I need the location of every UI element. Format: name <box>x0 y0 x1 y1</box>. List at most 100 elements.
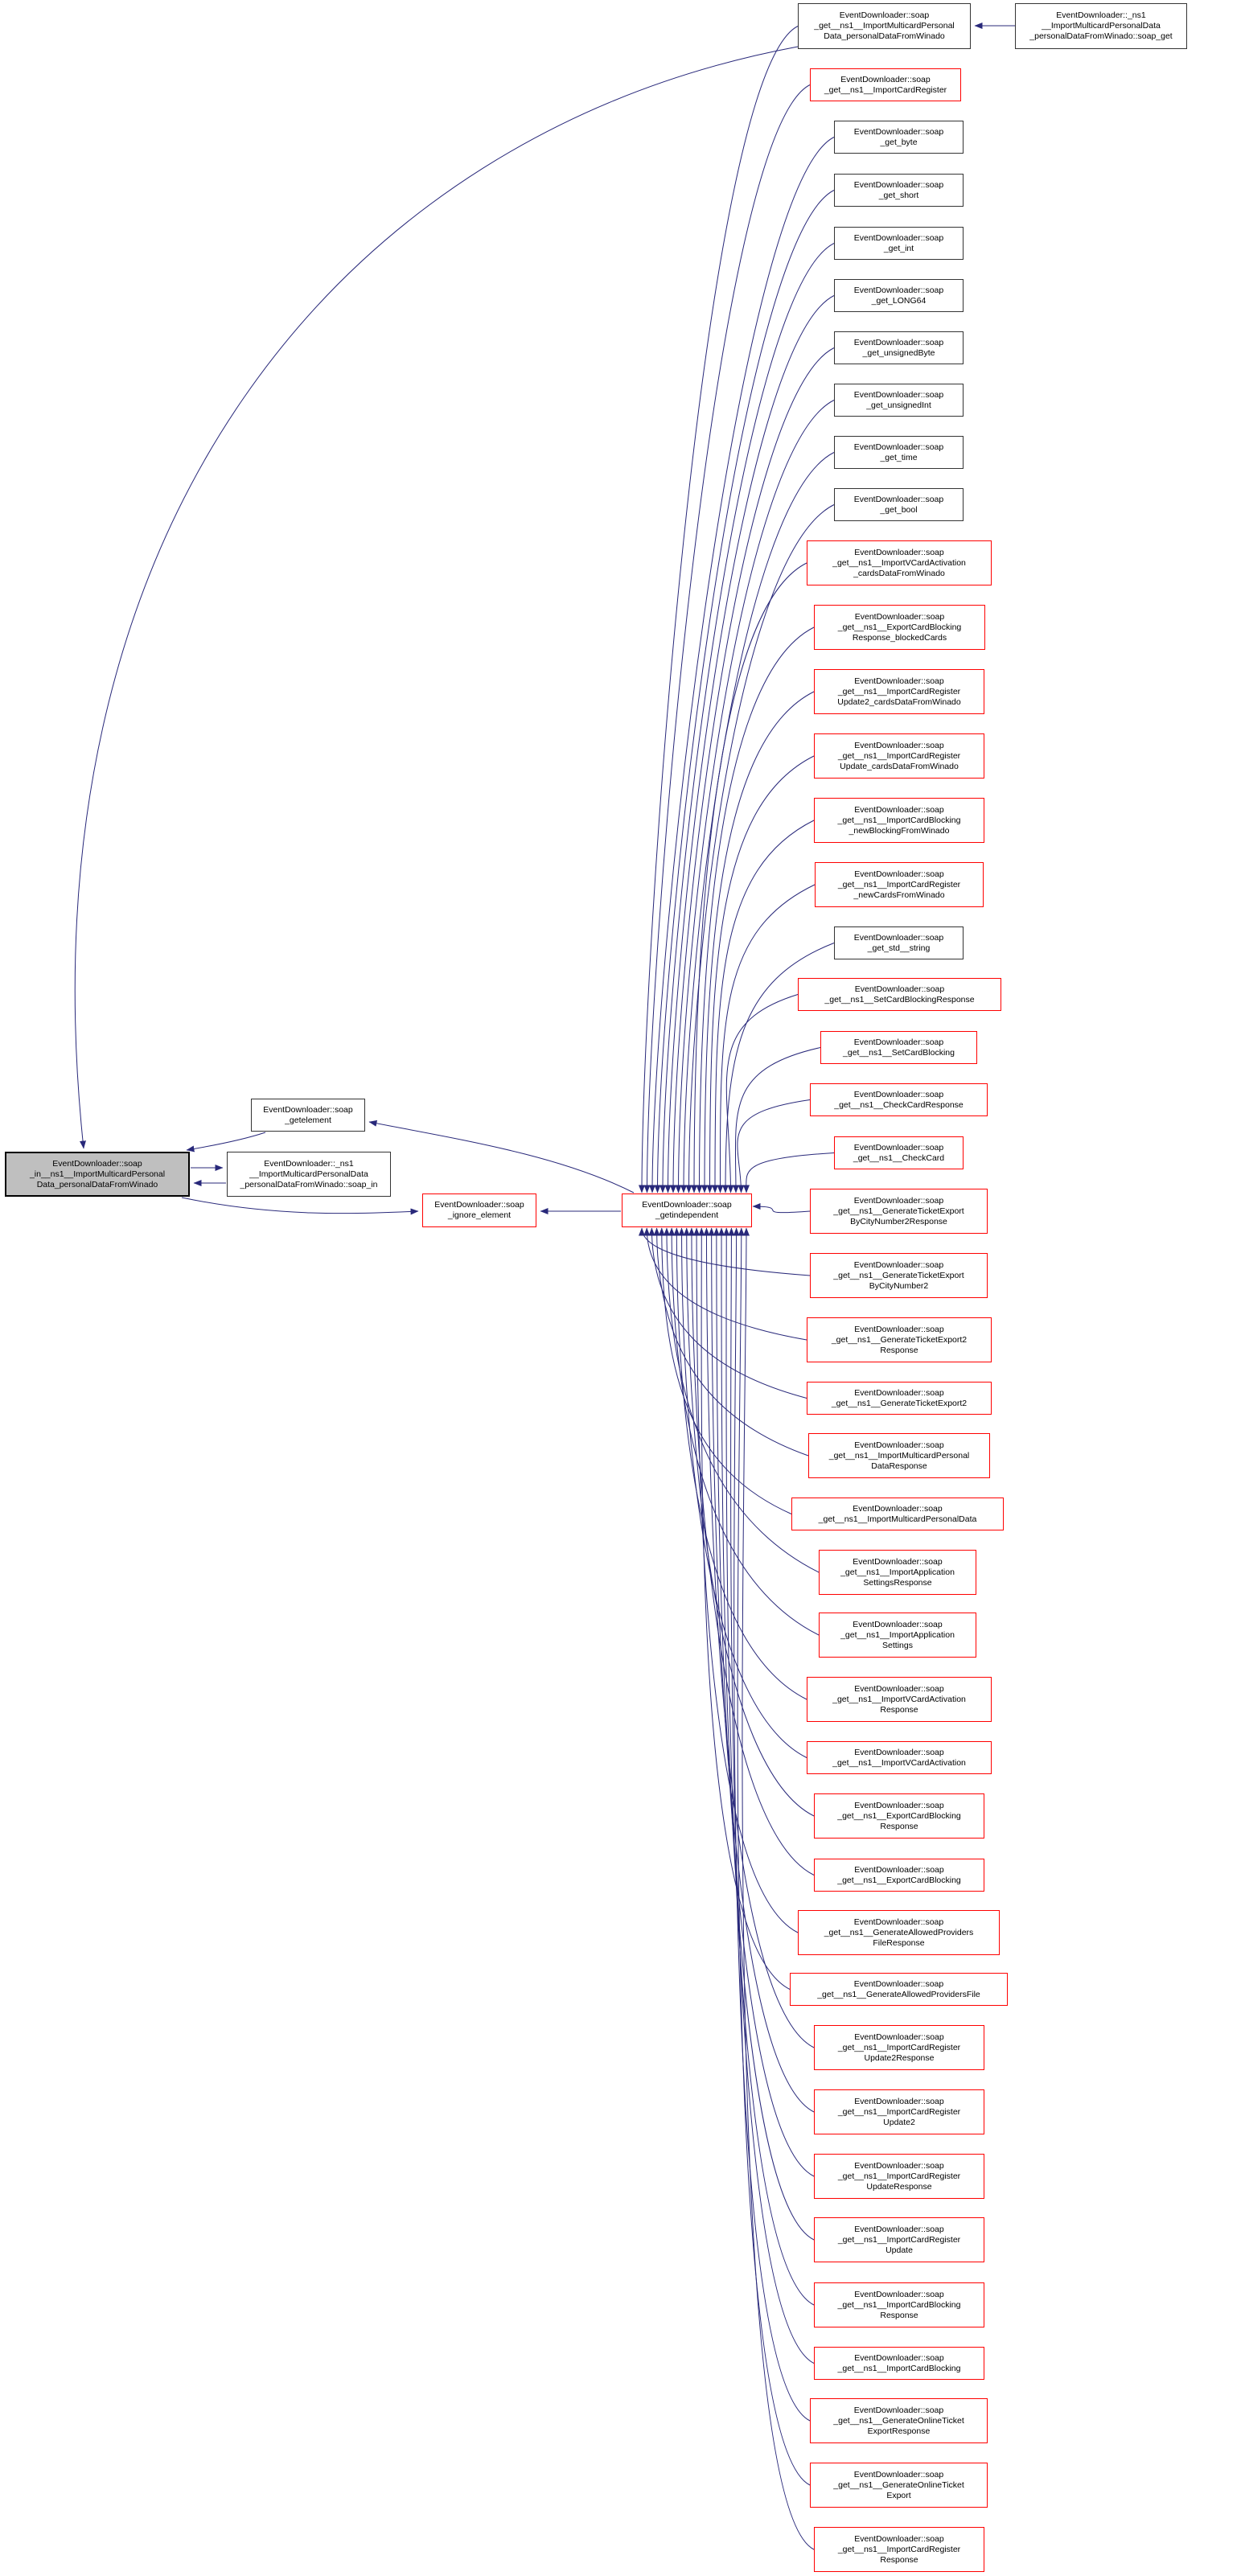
graph-node-label-line: _get__ns1__ImportCardRegister <box>824 84 947 95</box>
call-edge-n37-getindependent <box>708 1227 815 2113</box>
graph-node-n12[interactable]: EventDownloader::soap _get__ns1__ExportCa… <box>814 605 985 650</box>
call-edge-n4-getindependent <box>654 190 835 1194</box>
graph-node-n9[interactable]: EventDownloader::soap _get_time <box>834 436 964 469</box>
graph-node-n2[interactable]: EventDownloader::soap _get__ns1__ImportCa… <box>810 68 961 101</box>
graph-node-n25[interactable]: EventDownloader::soap _get__ns1__Generate… <box>807 1382 992 1415</box>
graph-node-label-line: EventDownloader::soap <box>854 984 945 994</box>
graph-node-label-line: _newBlockingFromWinado <box>848 825 950 836</box>
graph-node-label-line: _get_time <box>880 452 918 462</box>
graph-node-label-line: Update2 <box>883 2117 915 2127</box>
graph-node-label-line: _get__ns1__SetCardBlocking <box>843 1047 955 1058</box>
graph-node-label-line: EventDownloader::soap <box>854 2533 944 2544</box>
graph-node-n11[interactable]: EventDownloader::soap _get__ns1__ImportVC… <box>807 540 992 585</box>
call-edge-n21-getindependent <box>742 1152 835 1194</box>
graph-node-label-line: EventDownloader::soap <box>853 1503 943 1514</box>
graph-node-n5[interactable]: EventDownloader::soap _get_int <box>834 227 964 260</box>
graph-node-label-line: EventDownloader::soap <box>854 2096 944 2106</box>
graph-node-n33[interactable]: EventDownloader::soap _get__ns1__ExportCa… <box>814 1859 984 1892</box>
graph-node-n15[interactable]: EventDownloader::soap _get__ns1__ImportCa… <box>814 798 984 843</box>
graph-node-n24[interactable]: EventDownloader::soap _get__ns1__Generate… <box>807 1317 992 1362</box>
graph-node-n31[interactable]: EventDownloader::soap _get__ns1__ImportVC… <box>807 1741 992 1774</box>
graph-node-n26[interactable]: EventDownloader::soap _get__ns1__ImportMu… <box>808 1433 990 1478</box>
graph-node-label-line: _get__ns1__ImportCardRegister <box>837 2544 961 2554</box>
graph-node-n39[interactable]: EventDownloader::soap _get__ns1__ImportCa… <box>814 2217 984 2262</box>
graph-node-label-line: Response <box>880 1345 918 1355</box>
graph-node-label-line: _get__ns1__ImportApplication <box>840 1567 955 1577</box>
graph-node-label-line: Response <box>880 1704 918 1715</box>
graph-node-n16[interactable]: EventDownloader::soap _get__ns1__ImportCa… <box>815 862 984 907</box>
graph-node-getindependent[interactable]: EventDownloader::soap _getindependent <box>622 1194 752 1227</box>
graph-node-label-line: EventDownloader::soap <box>853 2469 944 2479</box>
graph-node-label-line: EventDownloader::soap <box>854 1387 944 1398</box>
graph-node-soap_in_method[interactable]: EventDownloader::_ns1 __ImportMulticardPe… <box>227 1152 391 1197</box>
graph-node-label-line: _get__ns1__ImportCardRegister <box>837 2234 961 2245</box>
graph-node-n10[interactable]: EventDownloader::soap _get_bool <box>834 488 964 521</box>
graph-node-label-line: _get__ns1__ExportCardBlocking <box>837 622 962 632</box>
graph-node-label-line: _get__ns1__ImportApplication <box>840 1629 955 1640</box>
call-edge-n12-getindependent <box>696 627 815 1194</box>
graph-node-label-line: _get__ns1__ExportCardBlocking <box>837 1810 961 1821</box>
call-edge-n1-getindependent <box>639 26 799 1194</box>
graph-node-n8[interactable]: EventDownloader::soap _get_unsignedInt <box>834 384 964 417</box>
graph-node-n18[interactable]: EventDownloader::soap _get__ns1__SetCardB… <box>798 978 1001 1011</box>
graph-node-n17[interactable]: EventDownloader::soap _get_std__string <box>834 926 964 959</box>
graph-node-n3[interactable]: EventDownloader::soap _get_byte <box>834 121 964 154</box>
graph-node-n43[interactable]: EventDownloader::soap _get__ns1__Generate… <box>810 2463 988 2508</box>
graph-node-label-line: SettingsResponse <box>863 1577 932 1588</box>
call-edge-n29-getindependent <box>668 1227 820 1636</box>
graph-node-label-line: _get__ns1__ImportCardBlocking <box>837 815 961 825</box>
graph-node-n4[interactable]: EventDownloader::soap _get_short <box>834 174 964 207</box>
graph-node-n38[interactable]: EventDownloader::soap _get__ns1__ImportCa… <box>814 2154 984 2199</box>
graph-node-n28[interactable]: EventDownloader::soap _get__ns1__ImportAp… <box>819 1550 976 1595</box>
graph-node-getelement[interactable]: EventDownloader::soap _getelement <box>251 1099 365 1132</box>
graph-node-n20[interactable]: EventDownloader::soap _get__ns1__CheckCar… <box>810 1083 988 1116</box>
graph-node-n34[interactable]: EventDownloader::soap _get__ns1__Generate… <box>798 1910 1000 1955</box>
graph-node-label-line: EventDownloader::soap <box>854 1747 944 1757</box>
call-edge-n13-getindependent <box>701 691 815 1194</box>
graph-node-label-line: Update2Response <box>864 2052 935 2063</box>
graph-node-n41[interactable]: EventDownloader::soap _get__ns1__ImportCa… <box>814 2347 984 2380</box>
call-edge-n35-getindependent <box>698 1227 791 1990</box>
graph-node-label-line: EventDownloader::soap <box>853 1619 943 1629</box>
graph-node-ignore_element[interactable]: EventDownloader::soap _ignore_element <box>422 1194 536 1227</box>
call-edge-n10-getindependent <box>685 504 835 1194</box>
graph-node-label-line: ExportResponse <box>867 2426 931 2436</box>
graph-node-n19[interactable]: EventDownloader::soap _get__ns1__SetCardB… <box>820 1031 977 1064</box>
graph-node-n21[interactable]: EventDownloader::soap _get__ns1__CheckCar… <box>834 1136 964 1169</box>
graph-node-label-line: _get_LONG64 <box>871 295 927 306</box>
graph-node-n37[interactable]: EventDownloader::soap _get__ns1__ImportCa… <box>814 2089 984 2134</box>
graph-node-n40[interactable]: EventDownloader::soap _get__ns1__ImportCa… <box>814 2282 984 2327</box>
graph-node-n23[interactable]: EventDownloader::soap _get__ns1__Generate… <box>810 1253 988 1298</box>
graph-node-label-line: Response <box>880 2554 918 2565</box>
graph-node-n42[interactable]: EventDownloader::soap _get__ns1__Generate… <box>810 2398 988 2443</box>
graph-node-n6[interactable]: EventDownloader::soap _get_LONG64 <box>834 279 964 312</box>
graph-node-label-line: __ImportMulticardPersonalData <box>1042 21 1161 31</box>
graph-node-label-line: EventDownloader::soap <box>853 1556 943 1567</box>
graph-node-label-line: EventDownloader::soap <box>434 1200 524 1210</box>
graph-node-n14[interactable]: EventDownloader::soap _get__ns1__ImportCa… <box>814 733 984 779</box>
call-edge-n18-getindependent <box>725 994 799 1194</box>
graph-node-n44[interactable]: EventDownloader::soap _get__ns1__ImportCa… <box>814 2527 984 2572</box>
graph-node-label-line: _get__ns1__GenerateOnlineTicket <box>833 2479 964 2490</box>
graph-node-label-line: DataResponse <box>871 1461 927 1471</box>
graph-node-n32[interactable]: EventDownloader::soap _get__ns1__ExportCa… <box>814 1793 984 1839</box>
graph-node-n29[interactable]: EventDownloader::soap _get__ns1__ImportAp… <box>819 1613 976 1658</box>
graph-node-label-line: _get__ns1__ExportCardBlocking <box>837 1875 961 1885</box>
graph-node-n36[interactable]: EventDownloader::soap _get__ns1__ImportCa… <box>814 2025 984 2070</box>
graph-node-label-line: EventDownloader::soap <box>642 1200 732 1210</box>
graph-node-n13[interactable]: EventDownloader::soap _get__ns1__ImportCa… <box>814 669 984 714</box>
graph-node-label-line: _get__ns1__ImportVCardActivation <box>832 1757 966 1768</box>
graph-node-label-line: _get__ns1__ImportCardRegister <box>837 2171 961 2181</box>
graph-node-n30[interactable]: EventDownloader::soap _get__ns1__ImportVC… <box>807 1677 992 1722</box>
graph-node-n22[interactable]: EventDownloader::soap _get__ns1__Generate… <box>810 1189 988 1234</box>
graph-node-n7[interactable]: EventDownloader::soap _get_unsignedByte <box>834 331 964 364</box>
graph-node-label-line: EventDownloader::soap <box>854 1864 944 1875</box>
graph-node-n27[interactable]: EventDownloader::soap _get__ns1__ImportMu… <box>791 1498 1004 1530</box>
graph-node-n1[interactable]: EventDownloader::soap _get__ns1__ImportMu… <box>798 3 971 49</box>
graph-node-soap_get_method[interactable]: EventDownloader::_ns1 __ImportMulticardPe… <box>1015 3 1187 49</box>
call-edge-n16-getindependent <box>717 884 816 1194</box>
call-edge-n5-getindependent <box>659 243 835 1194</box>
graph-node-n35[interactable]: EventDownloader::soap _get__ns1__Generate… <box>790 1973 1008 2006</box>
